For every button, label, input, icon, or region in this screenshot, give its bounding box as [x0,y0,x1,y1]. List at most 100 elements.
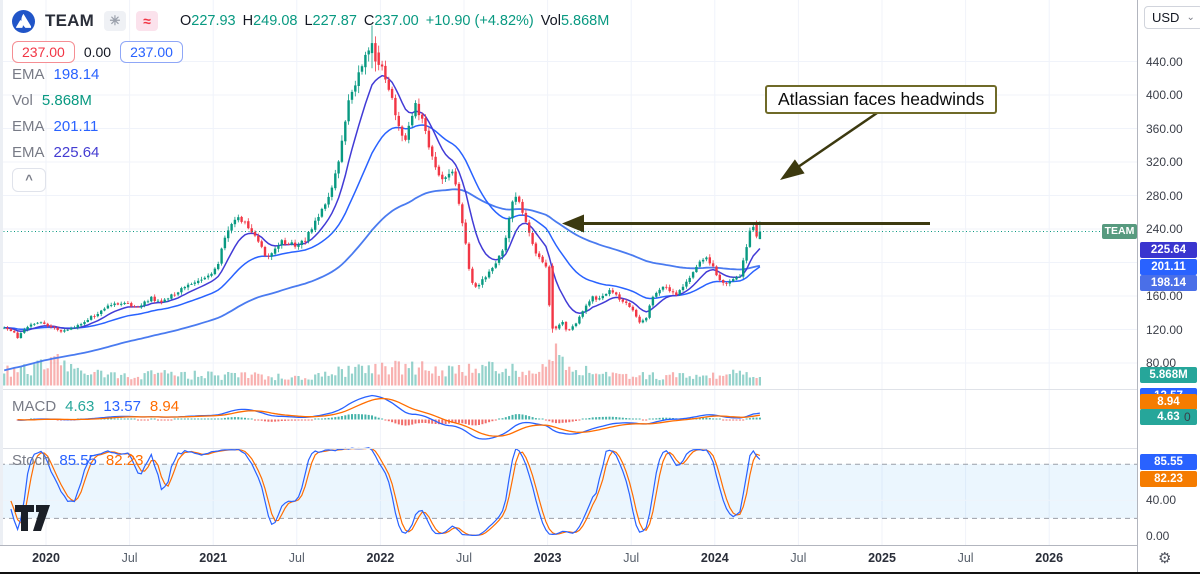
macd-hist-bar [454,419,457,423]
gear-icon[interactable]: ⚙ [1158,550,1172,567]
macd-hist-bar [541,418,544,420]
candle-body [390,88,394,98]
macd-hist-bar [528,416,531,420]
candle-body [350,91,354,100]
volume-bar [571,371,574,386]
candle-body [421,114,424,119]
macd-hist-bar [501,418,504,420]
candle-body [56,327,59,330]
candle-body [444,177,447,179]
legend-row-ema-0[interactable]: EMA 198.14 [12,66,100,83]
volume-bar [484,366,487,386]
candle-body [464,222,467,244]
volume-bar [481,364,484,386]
volume-bar [314,374,317,386]
macd-hist-bar [244,417,246,420]
collapse-legend-button[interactable]: ^ [12,168,46,192]
currency-dropdown[interactable]: USD ⌄ [1144,6,1200,29]
candle-body [367,50,370,55]
macd-hist-bar [668,417,671,420]
legend-row-ema-3[interactable]: EMA 225.64 [12,144,100,161]
candle-body [354,85,357,92]
candle-body [524,212,528,222]
macd-hist-bar [120,418,123,420]
volume-bar [220,379,223,386]
candle-body [287,243,290,245]
volume-bar [638,375,641,386]
volume-bar [110,372,113,386]
macd-hist-bar [337,416,340,420]
candle-body [578,316,581,324]
candle-body [6,328,9,330]
indicator-status-icon[interactable]: ✳ [103,11,126,31]
macd-hist-bar [555,419,557,424]
candle-body [93,316,96,317]
volume-bar [678,373,681,386]
candle-body [53,326,56,328]
legend-row-ema-2[interactable]: EMA 201.11 [12,118,99,135]
volume-bar [213,375,216,386]
candle-body [511,201,514,219]
candle-body [110,305,113,306]
volume-bar [718,375,721,386]
volume-bar [631,376,634,386]
macd-hist-bar [444,419,447,424]
macd-hist-bar [561,419,564,423]
time-axis[interactable]: 2020 Jul 2021 Jul 2022 Jul 2023 Jul 2024 Jul 2025 J… [0,545,1137,571]
macd-hist-bar [421,419,424,423]
volume-bar [106,374,109,386]
volume-bar [177,376,180,386]
candle-body [705,257,708,260]
approx-status-icon[interactable]: ≈ [135,11,158,31]
candle-body [33,323,36,325]
macd-hist-bar [384,419,387,421]
macd-hist-bar [494,419,497,421]
macd-hist-bar [598,417,601,420]
macd-hist-bar [217,418,220,420]
annotation-callout[interactable]: Atlassian faces headwinds [765,85,998,114]
macd-hist-bar [631,418,634,420]
candle-body [728,281,731,284]
candle-body [180,288,183,293]
candle-body [447,173,451,178]
legend-row-vol-1[interactable]: Vol 5.868M [12,92,92,109]
atlassian-logo-icon[interactable] [12,9,35,33]
macd-hist-bar [230,417,233,420]
volume-bar [745,372,748,386]
candle-body [377,52,380,65]
macd-hist-bar [210,418,213,420]
candle-body [49,325,53,328]
macd-hist-bar [327,417,330,420]
volume-bar [277,373,280,386]
volume-bar [705,375,708,386]
volume-bar [29,375,33,386]
candle-body [253,232,257,236]
buy-price-button[interactable]: 237.00 [120,40,183,63]
volume-bar [6,365,9,386]
volume-bar [752,377,755,386]
candle-body [678,290,681,295]
candle-body [26,326,29,330]
price-axis[interactable]: USD ⌄ 440.00 400.00 360.00 320.00 280.00 240.… [1137,0,1200,572]
volume-layer [3,343,761,386]
candle-body [638,316,641,323]
macd-hist-bar [203,418,206,420]
sell-price-button[interactable]: 237.00 [12,40,75,63]
macd-hist-bar [548,419,551,422]
price-chart-canvas[interactable] [0,0,1137,545]
candle-body [130,303,133,307]
macd-hist-bar [126,418,129,420]
candle-body [651,296,655,306]
ema-mid-line [4,124,761,330]
macd-hist-bar [658,417,661,420]
volume-bar [130,379,133,386]
candle-body [283,240,287,245]
annotation-arrowhead-horizontal [562,214,584,233]
candle-body [755,223,758,237]
candle-body [738,276,742,278]
candle-body [404,135,407,140]
macd-hist-bar [498,418,501,420]
volume-bar [19,366,22,386]
symbol-name[interactable]: TEAM [45,11,94,30]
